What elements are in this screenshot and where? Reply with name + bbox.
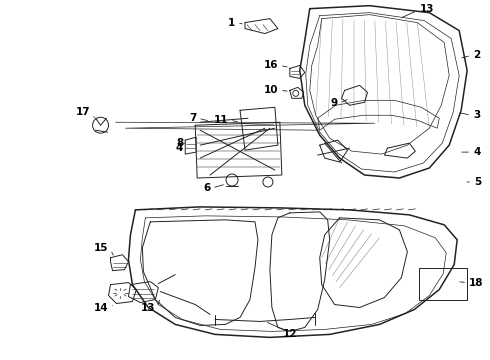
- Text: 4: 4: [176, 143, 183, 153]
- Circle shape: [93, 117, 108, 133]
- Circle shape: [293, 90, 299, 96]
- Text: 18: 18: [469, 278, 484, 288]
- Text: 10: 10: [263, 85, 278, 95]
- Circle shape: [263, 177, 273, 187]
- Text: 8: 8: [176, 138, 183, 148]
- Text: 12: 12: [283, 329, 297, 339]
- Text: 13: 13: [419, 4, 434, 14]
- Text: 3: 3: [473, 110, 480, 120]
- Text: 11: 11: [214, 115, 228, 125]
- Text: 15: 15: [94, 243, 108, 253]
- Text: 13: 13: [141, 302, 155, 312]
- Text: 1: 1: [228, 18, 235, 28]
- Text: 14: 14: [94, 302, 108, 312]
- Text: 16: 16: [263, 60, 278, 71]
- Text: 6: 6: [203, 183, 210, 193]
- Text: 9: 9: [331, 98, 338, 108]
- Bar: [419, 268, 467, 300]
- Text: 17: 17: [76, 107, 91, 117]
- Text: 5: 5: [474, 177, 481, 187]
- Text: 2: 2: [473, 50, 480, 60]
- Text: 4: 4: [473, 147, 481, 157]
- Circle shape: [226, 174, 238, 186]
- Text: 7: 7: [189, 113, 196, 123]
